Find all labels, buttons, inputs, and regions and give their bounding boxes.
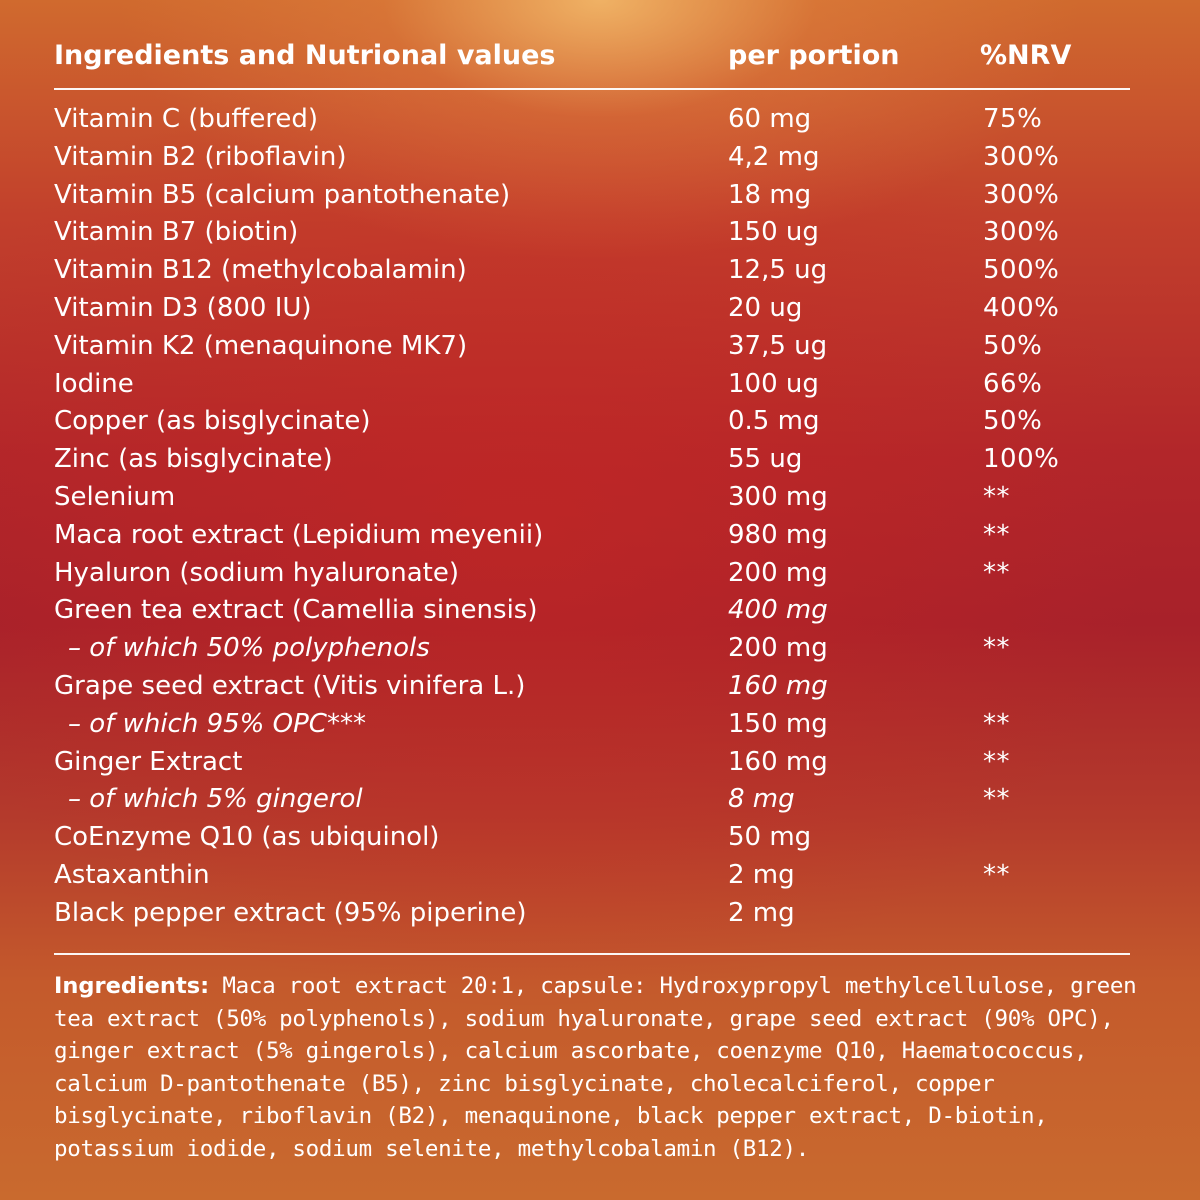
row-amount: 4,2 mg <box>728 141 820 172</box>
row-nrv: ** <box>983 708 1010 739</box>
table-row: Maca root extract (Lepidium meyenii) 980 … <box>54 517 1130 555</box>
row-name: – of which 5% gingerol <box>68 784 363 815</box>
row-nrv: ** <box>983 481 1010 512</box>
ingredients-label: Ingredients: <box>54 973 210 999</box>
table-row: – of which 50% polyphenols 200 mg ** <box>54 630 1130 668</box>
row-nrv: ** <box>983 633 1010 664</box>
table-row: – of which 95% OPC*** 150 mg ** <box>54 706 1130 744</box>
table-row: Zinc (as bisglycinate) 55 ug 100% <box>54 441 1130 479</box>
row-amount: 2 mg <box>728 897 795 928</box>
header-ingredients: Ingredients and Nutrional values <box>54 40 556 71</box>
row-name: Copper (as bisglycinate) <box>54 406 371 437</box>
table-row: Vitamin B5 (calcium pantothenate) 18 mg 30… <box>54 177 1130 215</box>
row-amount: 50 mg <box>728 822 812 853</box>
row-name: Vitamin B12 (methylcobalamin) <box>54 255 467 286</box>
table-row: Ginger Extract 160 mg ** <box>54 744 1130 782</box>
table-row: Vitamin K2 (menaquinone MK7) 37,5 ug 50% <box>54 328 1130 366</box>
table-row: Iodine 100 ug 66% <box>54 366 1130 404</box>
row-amount: 400 mg <box>728 595 828 626</box>
row-name: Grape seed extract (Vitis vinifera L.) <box>54 670 526 701</box>
row-amount: 160 mg <box>728 746 828 777</box>
row-nrv: 300% <box>983 179 1060 210</box>
row-name: Vitamin C (buffered) <box>54 104 319 134</box>
row-amount: 8 mg <box>728 784 795 815</box>
table-row: Selenium 300 mg ** <box>54 479 1130 517</box>
row-nrv: ** <box>983 746 1010 777</box>
table-row: Vitamin C (buffered) 60 mg 75% <box>54 101 1130 139</box>
row-name: Vitamin K2 (menaquinone MK7) <box>54 330 468 361</box>
nutrition-table: Vitamin C (buffered) 60 mg 75% Vitamin B2 … <box>54 101 1130 933</box>
row-name: Vitamin B7 (biotin) <box>54 217 299 248</box>
row-name: Vitamin D3 (800 IU) <box>54 292 312 323</box>
footer-divider <box>54 953 1130 955</box>
row-amount: 0.5 mg <box>728 406 820 437</box>
row-amount: 980 mg <box>728 519 828 550</box>
row-nrv: ** <box>983 859 1010 890</box>
row-nrv: ** <box>983 557 1010 588</box>
row-name: CoEnzyme Q10 (as ubiquinol) <box>54 822 440 853</box>
row-nrv: 100% <box>983 444 1060 475</box>
table-row: Copper (as bisglycinate) 0.5 mg 50% <box>54 403 1130 441</box>
row-name: – of which 50% polyphenols <box>68 633 430 664</box>
row-amount: 37,5 ug <box>728 330 828 361</box>
row-amount: 2 mg <box>728 859 795 890</box>
row-nrv: 400% <box>983 292 1060 323</box>
table-row: Hyaluron (sodium hyaluronate) 200 mg ** <box>54 555 1130 593</box>
table-row: Vitamin B12 (methylcobalamin) 12,5 ug 500% <box>54 252 1130 290</box>
table-row: CoEnzyme Q10 (as ubiquinol) 50 mg <box>54 819 1130 857</box>
table-row: Green tea extract (Camellia sinensis) 400… <box>54 592 1130 630</box>
row-name: Astaxanthin <box>54 859 210 890</box>
row-name: Green tea extract (Camellia sinensis) <box>54 595 538 626</box>
row-amount: 200 mg <box>728 633 828 664</box>
row-name: Iodine <box>54 368 134 399</box>
row-amount: 55 ug <box>728 444 803 475</box>
header-divider <box>54 88 1130 90</box>
row-nrv: 300% <box>983 217 1060 248</box>
row-amount: 150 mg <box>728 708 828 739</box>
ingredients-paragraph: Ingredients: Maca root extract 20:1, cap… <box>54 970 1144 1165</box>
row-amount: 12,5 ug <box>728 255 828 286</box>
table-row: Vitamin B7 (biotin) 150 ug 300% <box>54 214 1130 252</box>
row-nrv: 500% <box>983 255 1060 286</box>
row-name: Ginger Extract <box>54 746 243 777</box>
row-nrv: 50% <box>983 406 1043 437</box>
row-amount: 300 mg <box>728 481 828 512</box>
table-row: – of which 5% gingerol 8 mg ** <box>54 781 1130 819</box>
row-amount: 20 ug <box>728 292 803 323</box>
row-name: Black pepper extract (95% piperine) <box>54 897 527 928</box>
row-name: Maca root extract (Lepidium meyenii) <box>54 519 544 550</box>
row-name: – of which 95% OPC*** <box>68 708 366 739</box>
header-per-portion: per portion <box>728 40 900 71</box>
row-nrv: 75% <box>983 104 1043 134</box>
table-row: Black pepper extract (95% piperine) 2 mg <box>54 895 1130 933</box>
table-row: Vitamin B2 (riboflavin) 4,2 mg 300% <box>54 139 1130 177</box>
row-name: Selenium <box>54 481 176 512</box>
ingredients-text: Maca root extract 20:1, capsule: Hydroxy… <box>54 973 1137 1162</box>
row-amount: 200 mg <box>728 557 828 588</box>
row-amount: 160 mg <box>728 670 828 701</box>
row-amount: 60 mg <box>728 104 812 134</box>
row-nrv: ** <box>983 784 1010 815</box>
table-row: Grape seed extract (Vitis vinifera L.) 16… <box>54 668 1130 706</box>
row-name: Vitamin B5 (calcium pantothenate) <box>54 179 511 210</box>
table-header: Ingredients and Nutrional values per por… <box>54 38 1130 78</box>
row-nrv: 50% <box>983 330 1043 361</box>
row-nrv: ** <box>983 519 1010 550</box>
row-nrv: 300% <box>983 141 1060 172</box>
row-amount: 18 mg <box>728 179 812 210</box>
row-name: Vitamin B2 (riboflavin) <box>54 141 347 172</box>
row-name: Hyaluron (sodium hyaluronate) <box>54 557 460 588</box>
header-nrv: %NRV <box>980 40 1072 71</box>
row-name: Zinc (as bisglycinate) <box>54 444 333 475</box>
row-nrv: 66% <box>983 368 1043 399</box>
table-row: Vitamin D3 (800 IU) 20 ug 400% <box>54 290 1130 328</box>
row-amount: 100 ug <box>728 368 819 399</box>
table-row: Astaxanthin 2 mg ** <box>54 857 1130 895</box>
row-amount: 150 ug <box>728 217 819 248</box>
